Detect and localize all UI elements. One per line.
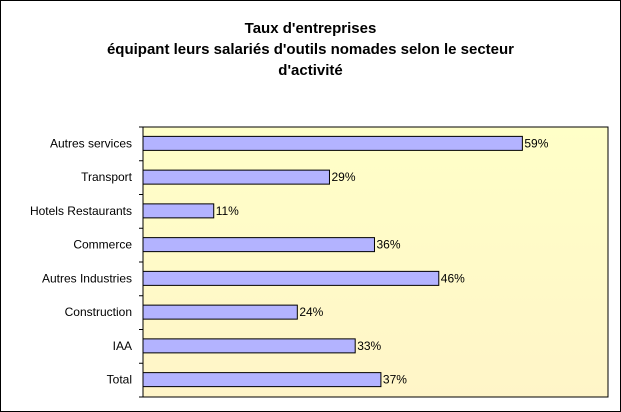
category-label: Autres services — [50, 136, 132, 150]
value-label: 33% — [357, 339, 381, 353]
value-label: 11% — [216, 204, 239, 218]
bar-transport — [142, 169, 330, 185]
category-label: Construction — [65, 305, 132, 319]
category-label: Hotels Restaurants — [30, 204, 132, 218]
value-label: 24% — [299, 305, 323, 319]
category-label: IAA — [113, 339, 132, 353]
plot-area — [142, 126, 609, 398]
category-label: Autres Industries — [42, 271, 132, 285]
value-label: 37% — [383, 373, 407, 387]
category-label: Total — [107, 373, 132, 387]
bar-hotels-restaurants — [142, 203, 215, 219]
category-label: Transport — [81, 170, 133, 184]
bar-commerce — [142, 237, 375, 253]
bar-autres-industries — [142, 270, 440, 286]
chart-title-line-1: Taux d'entreprises — [244, 20, 377, 37]
value-label: 36% — [376, 238, 400, 252]
chart-title-line-2: équipant leurs salariés d'outils nomades… — [106, 41, 515, 58]
value-label: 29% — [331, 170, 355, 184]
chart-title-line-3: d'activité — [278, 62, 343, 79]
bar-autres-services — [142, 135, 523, 151]
chart-title: Taux d'entreprises équipant leurs salari… — [0, 18, 621, 81]
bar-total — [142, 372, 382, 388]
bar-iaa — [142, 338, 356, 354]
value-label: 59% — [524, 136, 548, 150]
category-label: Commerce — [73, 238, 132, 252]
value-label: 46% — [441, 271, 465, 285]
bar-construction — [142, 304, 298, 320]
